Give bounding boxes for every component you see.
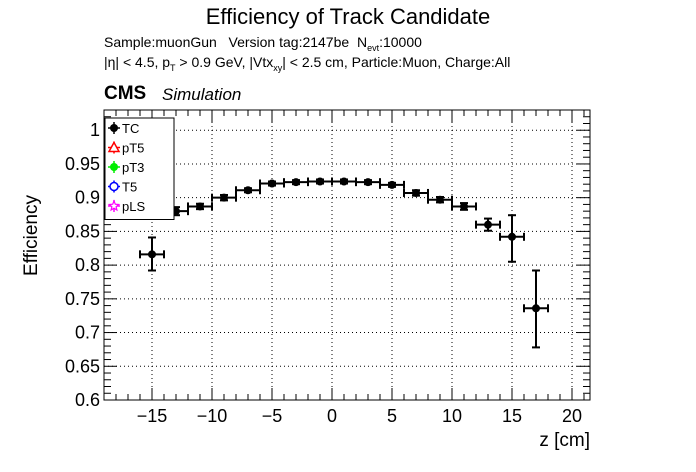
data-point <box>523 269 549 349</box>
data-points <box>139 177 549 349</box>
y-tick-label: 0.95 <box>65 154 100 174</box>
legend-marker-icon <box>107 199 121 212</box>
sample-info-line: Sample:muonGun Version tag:2147be Nevt:1… <box>104 34 422 53</box>
data-point <box>259 179 285 188</box>
data-point <box>283 178 309 187</box>
cms-label: CMS <box>104 83 147 104</box>
particle-charge-info: | < 2.5 cm, Particle:Muon, Charge:All <box>282 54 511 70</box>
grid <box>104 110 590 401</box>
point-marker <box>244 186 252 195</box>
simulation-label: Simulation <box>162 85 242 104</box>
x-tick-label: −15 <box>137 406 168 426</box>
pt-subscript: T <box>170 63 176 73</box>
point-marker <box>532 304 540 313</box>
y-tick-label: 0.8 <box>75 255 100 275</box>
nevt-value: :10000 <box>379 34 422 50</box>
x-tick-label: −10 <box>197 406 228 426</box>
y-tick-label: 1 <box>90 120 100 140</box>
data-point <box>451 202 477 211</box>
legend-label: pT3 <box>122 160 144 175</box>
legend-label: T5 <box>122 180 137 195</box>
point-marker <box>484 220 492 229</box>
legend-label: pT5 <box>122 141 144 156</box>
point-marker <box>268 179 276 188</box>
data-point <box>211 193 237 202</box>
tick-labels: −15 −10 −5 0 5 10 15 20 0.6 0.65 0.7 0.75 0.8 0.85 0.9… <box>65 120 582 426</box>
data-point <box>331 177 357 186</box>
legend-entry-t5: T5 <box>108 180 137 195</box>
legend-marker-icon <box>110 163 118 171</box>
y-axis-label: Efficiency <box>21 195 42 276</box>
legend-marker-icon <box>107 140 121 153</box>
point-marker <box>388 180 396 189</box>
y-tick-label: 0.7 <box>75 323 100 343</box>
legend-marker-icon <box>110 124 118 132</box>
legend-label: TC <box>122 121 139 136</box>
point-marker <box>460 202 468 211</box>
point-marker <box>340 177 348 186</box>
legend-entry-pt3: pT3 <box>108 160 144 175</box>
x-tick-label: 10 <box>442 406 462 426</box>
plot-frame <box>103 109 591 401</box>
data-point <box>235 186 261 195</box>
data-point <box>475 217 501 232</box>
x-axis-label: z [cm] <box>539 430 590 451</box>
data-point <box>427 195 453 204</box>
nevt-subscript: evt <box>367 43 380 53</box>
nevt-symbol: N <box>356 34 368 50</box>
point-marker <box>148 250 156 259</box>
plot-area-border <box>103 109 591 401</box>
y-tick-label: 0.65 <box>65 356 100 376</box>
point-marker <box>364 178 372 187</box>
sample-label: Sample:muonGun <box>104 34 217 50</box>
legend-entry-pls: pLS <box>107 199 145 214</box>
x-tick-label: 0 <box>327 406 337 426</box>
vtx-cut: > 0.9 GeV, |Vtx <box>175 54 274 70</box>
vtx-subscript: xy <box>273 63 283 73</box>
data-point <box>187 202 213 211</box>
eta-pt-cut: |η| < 4.5, p <box>104 54 171 70</box>
x-tick-label: 20 <box>562 406 582 426</box>
data-point <box>403 188 429 197</box>
data-point <box>307 177 333 186</box>
data-point <box>139 236 165 272</box>
x-tick-label: 15 <box>502 406 522 426</box>
legend-entry-tc: TC <box>108 121 139 136</box>
data-point <box>355 178 381 187</box>
y-tick-label: 0.85 <box>65 221 100 241</box>
y-tick-label: 0.75 <box>65 289 100 309</box>
x-tick-label: −5 <box>262 406 283 426</box>
selection-info-line: |η| < 4.5, pT > 0.9 GeV, |Vtxxy| < 2.5 c… <box>104 54 510 73</box>
legend-marker-icon <box>109 181 119 192</box>
version-tag: Version tag:2147be <box>228 34 350 50</box>
y-tick-label: 0.6 <box>75 390 100 410</box>
data-point <box>379 180 405 189</box>
y-tick-label: 0.9 <box>75 188 100 208</box>
point-marker <box>196 202 204 211</box>
legend: TC pT5 pT3 T5 pLS <box>104 117 175 220</box>
point-marker <box>436 195 444 204</box>
x-tick-label: 5 <box>387 406 397 426</box>
legend-label: pLS <box>122 199 145 214</box>
data-point <box>499 214 525 263</box>
point-marker <box>220 193 228 202</box>
legend-entry-pt5: pT5 <box>107 140 144 156</box>
point-marker <box>412 188 420 197</box>
point-marker <box>292 178 300 187</box>
chart-title: Efficiency of Track Candidate <box>205 4 491 29</box>
point-marker <box>508 232 516 241</box>
point-marker <box>316 177 324 186</box>
